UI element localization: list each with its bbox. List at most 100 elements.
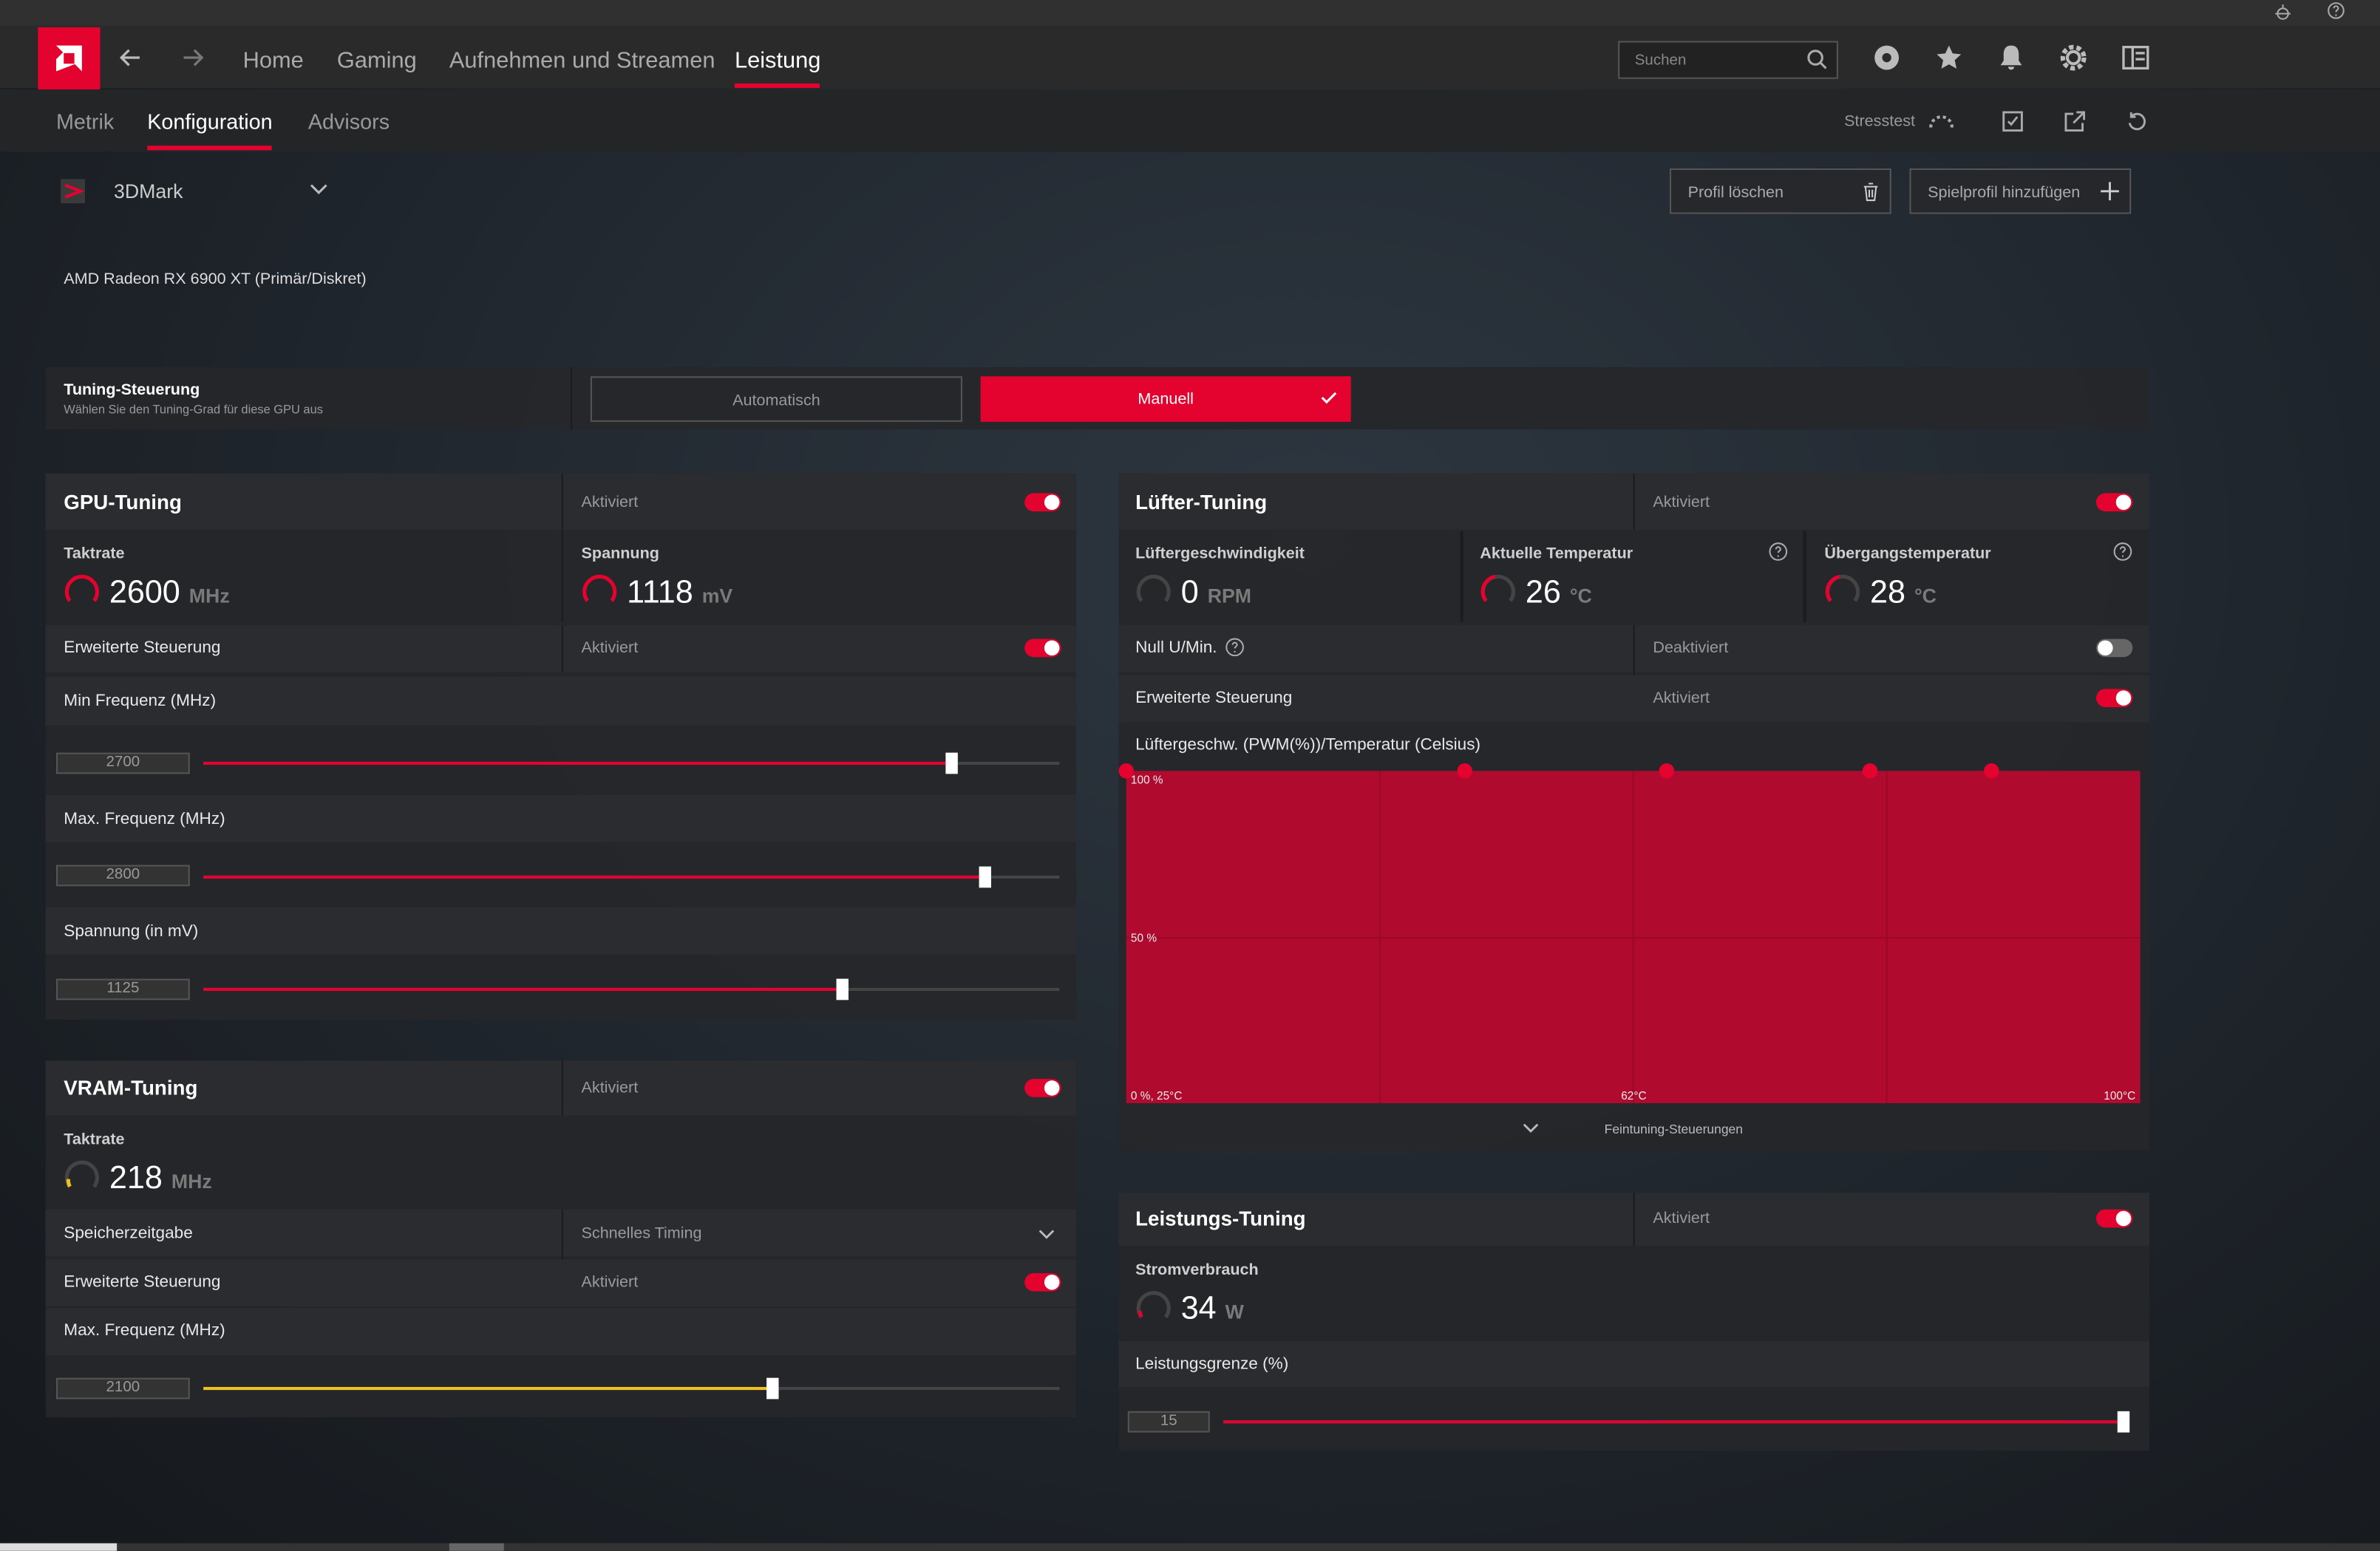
profile-name[interactable]: 3DMark — [114, 180, 183, 203]
value: 2600 — [109, 575, 180, 610]
fan-curve[interactable] — [1118, 759, 2149, 1108]
layout-icon[interactable] — [2122, 46, 2149, 70]
fine-tuning-link[interactable]: Feintuning-Steuerungen — [1604, 1121, 1743, 1137]
slider[interactable] — [203, 866, 1060, 888]
slider-thumb[interactable] — [836, 978, 849, 1001]
slider-thumb[interactable] — [945, 752, 958, 774]
slider-input[interactable]: 2800 — [55, 865, 190, 887]
help-icon[interactable] — [1225, 638, 1245, 658]
metric-label: Aktuelle Temperatur — [1480, 545, 1633, 563]
curve-point[interactable] — [1457, 763, 1472, 779]
plus-icon — [2101, 182, 2119, 201]
curve-point[interactable] — [1984, 763, 1999, 779]
curve-area — [1126, 771, 2141, 1103]
slider-input[interactable]: 2100 — [55, 1377, 190, 1400]
delete-profile-button[interactable]: Profil löschen — [1669, 168, 1891, 214]
slider-fill — [203, 1386, 773, 1391]
amd-logo[interactable] — [38, 27, 101, 90]
curve-point[interactable] — [1118, 763, 1135, 779]
dropdown-chevron[interactable] — [1038, 1229, 1055, 1239]
value: 34 — [1180, 1291, 1217, 1326]
row — [45, 1209, 1077, 1257]
help-icon[interactable] — [1768, 542, 1788, 562]
toggle[interactable] — [2096, 689, 2133, 707]
value: 1118 — [627, 575, 693, 610]
export-icon[interactable] — [2064, 111, 2086, 132]
forward-button[interactable] — [180, 46, 205, 70]
help-icon[interactable] — [2113, 542, 2133, 562]
slider-label: Leistungsgrenze (%) — [1135, 1354, 1289, 1374]
row — [1118, 1341, 2149, 1387]
slider[interactable] — [203, 752, 1060, 774]
stresstest-icon[interactable] — [1928, 109, 1955, 131]
toggle[interactable] — [2096, 1209, 2133, 1228]
add-profile-button[interactable]: Spielprofil hinzufügen — [1909, 168, 2132, 214]
toggle[interactable] — [1024, 1272, 1061, 1292]
reset-icon[interactable] — [2126, 111, 2148, 132]
sub-tab[interactable]: Advisors — [307, 109, 390, 134]
divider — [571, 367, 573, 430]
value: 218 — [109, 1161, 163, 1196]
toggle[interactable] — [2096, 638, 2133, 658]
status: Aktiviert — [1653, 1209, 1710, 1228]
globe-icon[interactable] — [1873, 44, 1900, 72]
sub-bar — [0, 89, 2380, 152]
toggle[interactable] — [2096, 493, 2133, 512]
slider-thumb[interactable] — [766, 1377, 779, 1400]
manual-button[interactable]: Manuell — [980, 376, 1351, 422]
expand-chevron[interactable] — [1523, 1123, 1540, 1134]
dropdown[interactable]: Schnelles Timing — [581, 1224, 702, 1243]
nav-tab-active[interactable]: Leistung — [734, 47, 821, 74]
metric-label: Spannung — [581, 545, 659, 563]
gauge — [1136, 574, 1171, 602]
slider-label: Spannung (in mV) — [64, 922, 199, 941]
favorites-icon[interactable] — [1935, 44, 1962, 72]
toggle[interactable] — [1024, 638, 1061, 658]
import-icon[interactable] — [2002, 111, 2024, 132]
nav-tab[interactable]: Aufnehmen und Streamen — [449, 47, 715, 74]
curve-point[interactable] — [1659, 763, 1675, 779]
back-button[interactable] — [118, 46, 143, 70]
curve-label: 100 % — [1130, 773, 1163, 787]
value: 28 — [1870, 575, 1906, 610]
gauge — [64, 1160, 99, 1188]
scroll-indicator — [0, 1543, 118, 1551]
slider-fill — [1223, 1420, 2124, 1424]
slider-thumb[interactable] — [2117, 1411, 2130, 1433]
settings-icon[interactable] — [2060, 44, 2087, 72]
bug-icon[interactable] — [2274, 3, 2292, 21]
slider[interactable] — [1223, 1411, 2130, 1433]
notifications-icon[interactable] — [1998, 44, 2025, 72]
auto-button[interactable]: Automatisch — [590, 376, 962, 422]
curve-label: 0 %, 25°C — [1130, 1088, 1183, 1102]
slider-label: Min Frequenz (MHz) — [64, 692, 217, 711]
button-label: Spielprofil hinzufügen — [1928, 183, 2081, 202]
status: Aktiviert — [581, 1079, 639, 1097]
slider-thumb[interactable] — [979, 866, 992, 888]
stresstest-label[interactable]: Stresstest — [1844, 112, 1916, 131]
button-label: Manuell — [1138, 389, 1194, 409]
divider — [561, 473, 563, 622]
slider-input[interactable]: 15 — [1127, 1411, 1210, 1433]
metric-label: Lüftergeschwindigkeit — [1135, 545, 1305, 563]
nav-tab[interactable]: Home — [242, 47, 304, 74]
profile-chevron[interactable] — [310, 183, 328, 195]
slider[interactable] — [203, 978, 1060, 1001]
toggle[interactable] — [1024, 493, 1061, 512]
slider-input[interactable]: 2700 — [55, 752, 190, 774]
sub-tab[interactable]: Metrik — [55, 109, 115, 134]
status: Deaktiviert — [1653, 638, 1729, 658]
sub-tab-active[interactable]: Konfiguration — [147, 109, 273, 134]
sub-tab-underline — [147, 146, 272, 151]
row-label: Erweiterte Steuerung — [64, 1272, 221, 1292]
help-icon[interactable] — [2327, 1, 2345, 20]
toggle[interactable] — [1024, 1079, 1061, 1097]
slider[interactable] — [203, 1377, 1060, 1400]
curve-label: 50 % — [1130, 930, 1157, 945]
slider-input[interactable]: 1125 — [55, 978, 190, 1001]
curve-point[interactable] — [1862, 763, 1878, 779]
value: 0 — [1180, 575, 1199, 610]
search-box[interactable]: Suchen — [1618, 41, 1838, 79]
nav-tab[interactable]: Gaming — [336, 47, 417, 74]
